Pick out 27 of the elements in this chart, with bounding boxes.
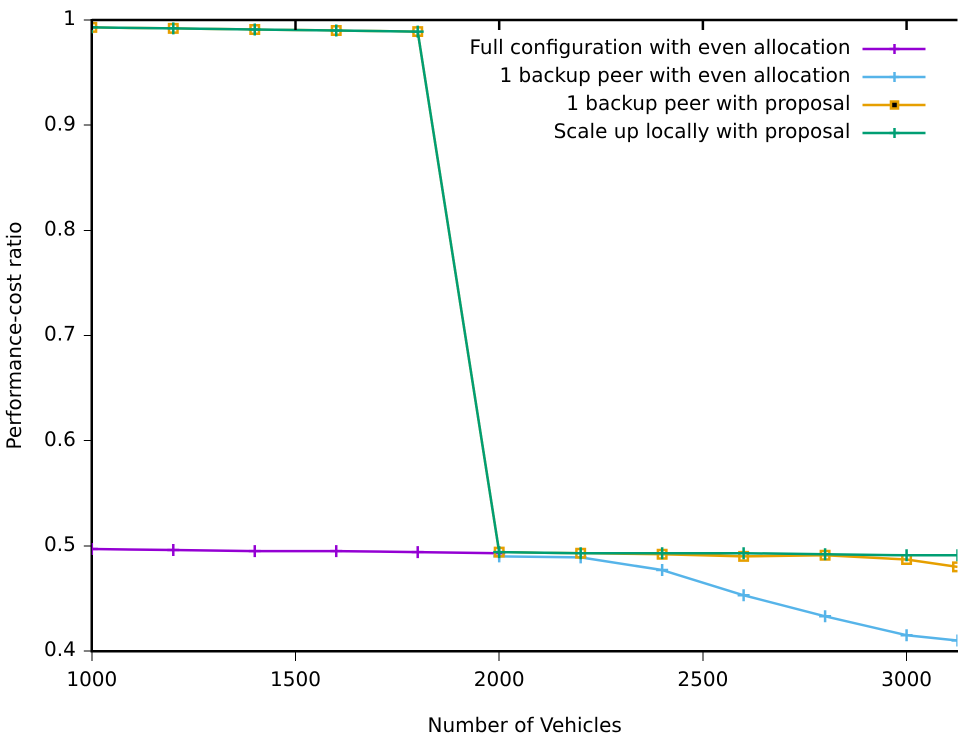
y-tick-label: 0.6 bbox=[44, 426, 76, 451]
x-tick-label: 2500 bbox=[677, 667, 728, 692]
point bbox=[818, 609, 832, 624]
x-axis-title: Number of Vehicles bbox=[428, 713, 622, 738]
y-tick-label: 1 bbox=[63, 6, 76, 30]
point bbox=[166, 542, 181, 558]
y-tick-label: 0.9 bbox=[44, 111, 76, 136]
x-tick-label: 2000 bbox=[474, 667, 525, 692]
point bbox=[328, 544, 344, 558]
legend-label: 1 backup peer with even allocation bbox=[499, 63, 850, 88]
point bbox=[899, 628, 914, 642]
y-tick-label: 0.4 bbox=[44, 637, 76, 662]
y-tick-label: 0.7 bbox=[44, 322, 76, 346]
y-tick-label: 0.5 bbox=[44, 532, 76, 556]
legend-label: 1 backup peer with proposal bbox=[566, 91, 850, 116]
y-tick-label: 0.8 bbox=[44, 216, 76, 241]
legend-label: Scale up locally with proposal bbox=[554, 119, 850, 144]
x-tick-label: 1500 bbox=[270, 667, 321, 692]
y-axis-title: Performance-cost ratio bbox=[2, 222, 26, 450]
legend-label: Full configuration with even allocation bbox=[469, 35, 850, 60]
point bbox=[248, 544, 262, 558]
x-tick-label: 3000 bbox=[881, 667, 932, 692]
point bbox=[736, 588, 751, 603]
point bbox=[410, 544, 425, 560]
x-tick-label: 1000 bbox=[66, 667, 118, 692]
point bbox=[654, 562, 670, 578]
point bbox=[818, 546, 832, 562]
